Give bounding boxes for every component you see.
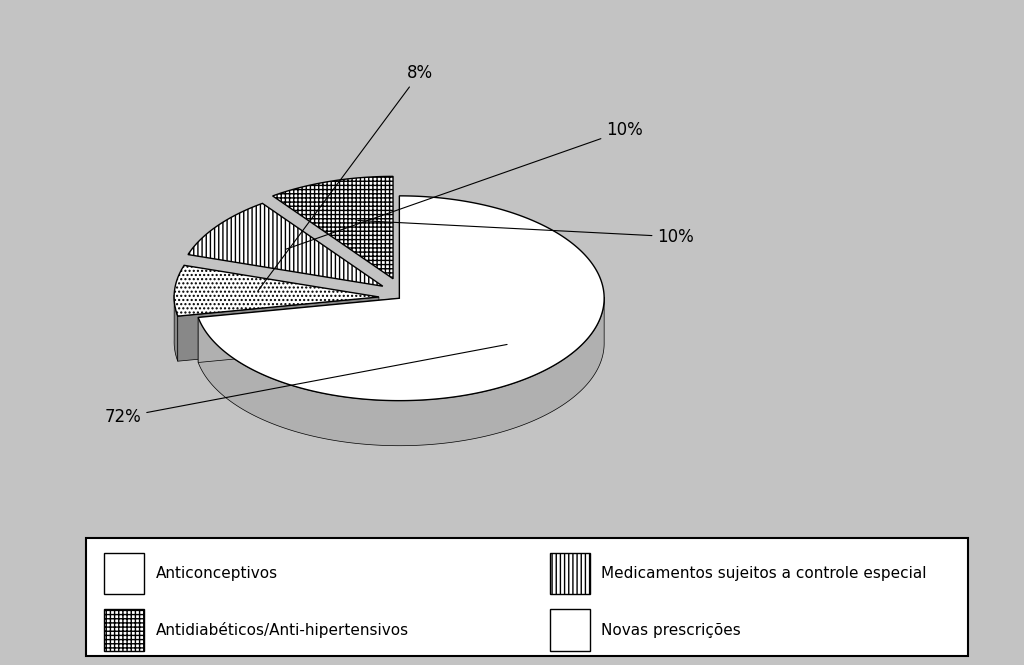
Bar xyxy=(104,553,144,595)
Bar xyxy=(550,609,590,651)
Text: 10%: 10% xyxy=(357,221,694,246)
Polygon shape xyxy=(199,196,604,400)
Text: 10%: 10% xyxy=(286,121,643,249)
FancyBboxPatch shape xyxy=(86,538,969,656)
Bar xyxy=(550,553,590,595)
Polygon shape xyxy=(178,297,379,361)
Polygon shape xyxy=(272,176,393,279)
Polygon shape xyxy=(199,298,399,362)
Text: 72%: 72% xyxy=(104,344,507,426)
Text: Antidiabéticos/Anti-hipertensivos: Antidiabéticos/Anti-hipertensivos xyxy=(156,622,409,638)
Text: Novas prescrições: Novas prescrições xyxy=(601,622,741,638)
Polygon shape xyxy=(174,295,178,361)
Text: 8%: 8% xyxy=(258,64,433,291)
Polygon shape xyxy=(199,297,604,446)
Polygon shape xyxy=(174,265,379,316)
Bar xyxy=(104,609,144,651)
Text: Medicamentos sujeitos a controle especial: Medicamentos sujeitos a controle especia… xyxy=(601,566,927,581)
Polygon shape xyxy=(188,203,383,286)
Text: Anticonceptivos: Anticonceptivos xyxy=(156,566,278,581)
